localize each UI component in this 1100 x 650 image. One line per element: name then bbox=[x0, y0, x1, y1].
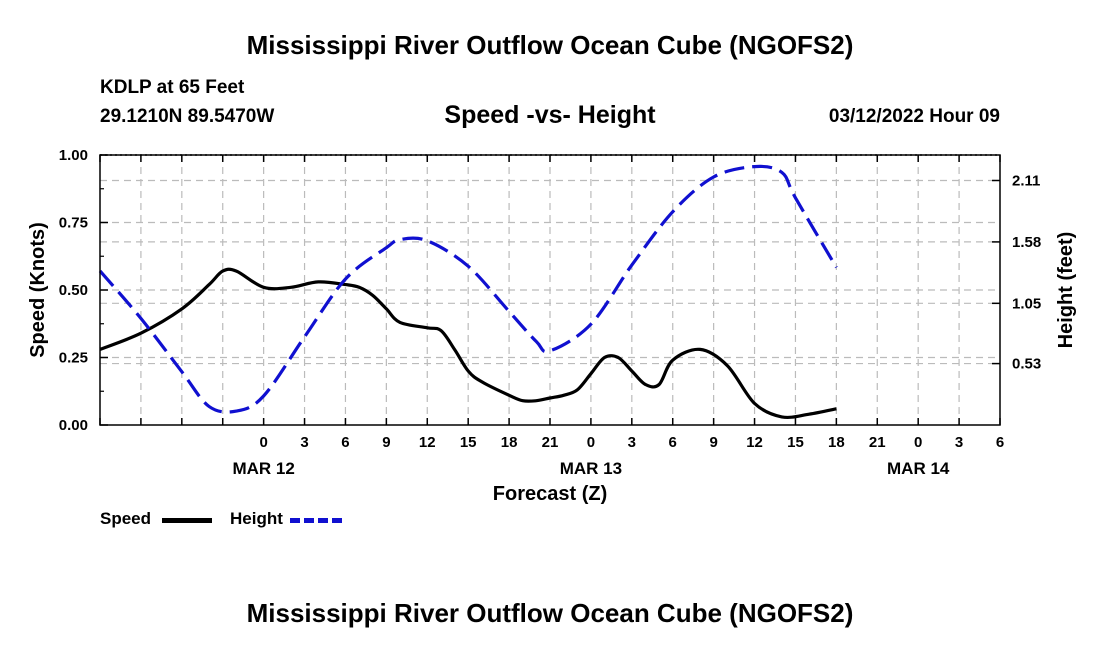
speed-series-line bbox=[99, 267, 837, 420]
plot-frame bbox=[99, 154, 1001, 426]
legend-height-label: Height bbox=[230, 509, 283, 528]
x-tick-label: 18 bbox=[828, 434, 845, 451]
legend-speed-label: Speed bbox=[100, 509, 152, 528]
date-label: MAR 12 bbox=[232, 459, 294, 478]
y-right-tick-label: 1.05 bbox=[1012, 295, 1041, 312]
legend-speed-swatch bbox=[162, 518, 212, 523]
x-tick-label: 15 bbox=[460, 434, 477, 451]
y-left-tick-label: 1.00 bbox=[59, 147, 88, 164]
x-tick-label: 3 bbox=[955, 434, 963, 451]
date-label: MAR 13 bbox=[560, 459, 622, 478]
x-tick-label: 21 bbox=[869, 434, 886, 451]
y-left-tick-label: 0.50 bbox=[59, 282, 88, 299]
y-axis-left-label: Speed (Knots) bbox=[27, 222, 49, 358]
x-axis-label: Forecast (Z) bbox=[493, 483, 607, 505]
y-left-tick-label: 0.75 bbox=[59, 215, 88, 232]
x-tick-label: 6 bbox=[669, 434, 677, 451]
x-tick-label: 3 bbox=[628, 434, 636, 451]
x-tick-label: 0 bbox=[587, 434, 595, 451]
forecast-datetime: 03/12/2022 Hour 09 bbox=[828, 106, 1000, 127]
x-tick-label: 9 bbox=[382, 434, 390, 451]
grid-lines bbox=[100, 154, 1000, 425]
x-tick-label: 0 bbox=[914, 434, 922, 451]
x-tick-label: 6 bbox=[341, 434, 349, 451]
main-title: Mississippi River Outflow Ocean Cube (NG… bbox=[246, 30, 854, 60]
chart-series bbox=[98, 164, 838, 420]
x-tick-label: 0 bbox=[259, 434, 267, 451]
y-right-tick-label: 0.53 bbox=[1012, 356, 1041, 373]
y-left-tick-label: 0.25 bbox=[59, 350, 88, 367]
x-tick-label: 9 bbox=[709, 434, 717, 451]
legend-height-swatch bbox=[290, 518, 342, 523]
date-label: MAR 14 bbox=[887, 459, 950, 478]
station-coordinates: 29.1210N 89.5470W bbox=[100, 106, 275, 127]
station-label: KDLP at 65 Feet bbox=[100, 77, 245, 98]
x-tick-label: 6 bbox=[996, 434, 1004, 451]
x-tick-label: 12 bbox=[746, 434, 763, 451]
x-tick-label: 15 bbox=[787, 434, 804, 451]
height-series-line bbox=[98, 164, 838, 414]
x-tick-label: 12 bbox=[419, 434, 436, 451]
x-tick-label: 21 bbox=[542, 434, 559, 451]
x-tick-label: 3 bbox=[300, 434, 308, 451]
footer-title: Mississippi River Outflow Ocean Cube (NG… bbox=[246, 598, 854, 628]
x-tick-label: 18 bbox=[501, 434, 518, 451]
y-left-tick-label: 0.00 bbox=[59, 417, 88, 434]
chart-subtitle: Speed -vs- Height bbox=[444, 101, 656, 129]
y-right-tick-label: 1.58 bbox=[1012, 234, 1041, 251]
y-right-tick-label: 2.11 bbox=[1012, 172, 1040, 189]
y-axis-right-label: Height (feet) bbox=[1055, 232, 1077, 349]
axis-ticks bbox=[99, 154, 1001, 426]
axis-labels: 0 3 6 9 12 15 18 21 0 3 6 9 12 15 18 21 0 3 6 MAR 12 MAR 13 M… bbox=[59, 147, 1041, 478]
